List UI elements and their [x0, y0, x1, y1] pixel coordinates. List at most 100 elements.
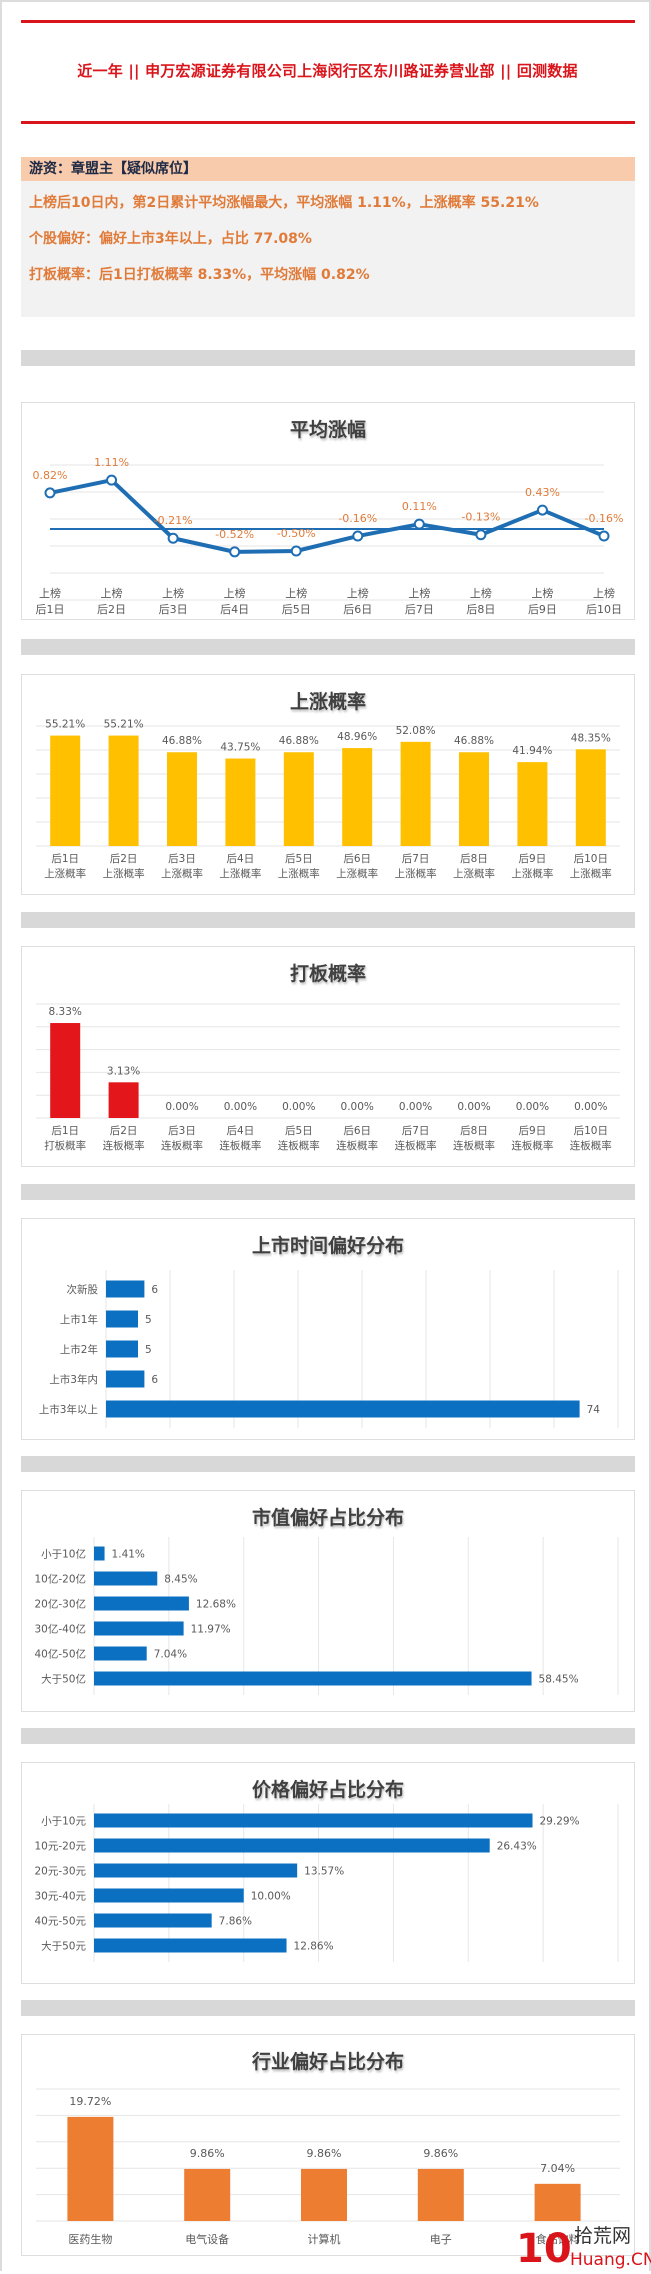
page-title: 近一年 || 申万宏源证券有限公司上海闵行区东川路证券营业部 || 回测数据 [77, 62, 578, 80]
bar [106, 1310, 138, 1328]
data-label: -0.50% [277, 527, 316, 540]
axis-label: 后6日 [343, 603, 372, 616]
axis-label: 后3日 [159, 603, 188, 616]
bar [301, 2168, 347, 2221]
axis-label: 次新股 [67, 1283, 99, 1296]
axis-label: 后7日 [402, 1125, 430, 1137]
data-label: 58.45% [539, 1674, 579, 1686]
axis-label: 30亿-40亿 [34, 1623, 86, 1636]
axis-label: 上市3年内 [49, 1373, 98, 1386]
bar [94, 1671, 532, 1686]
bar [108, 735, 139, 846]
axis-label: 上市2年 [60, 1343, 98, 1356]
data-label: 0.00% [282, 1101, 315, 1113]
axis-label: 20亿-30亿 [34, 1598, 86, 1611]
axis-label: 后3日 [168, 1125, 196, 1137]
data-label: -0.21% [154, 514, 193, 527]
chart-rise-probability: 上涨概率 55.21% 后1日 上涨概率 55.21% 后2日 上涨概率 46.88% 后3日… [21, 674, 635, 895]
data-label: 12.86% [294, 1941, 334, 1953]
axis-label: 上榜 [39, 586, 61, 600]
section-divider [21, 1184, 635, 1200]
bar [94, 1813, 533, 1828]
axis-label: 上涨概率 [44, 867, 86, 880]
axis-label: 上市1年 [60, 1313, 98, 1326]
axis-label: 大于50亿 [41, 1673, 86, 1686]
data-label: -0.16% [585, 512, 624, 525]
bar [94, 1546, 105, 1561]
data-point [598, 530, 610, 542]
data-label: 46.88% [279, 735, 319, 747]
axis-label: 后10日 [574, 853, 608, 865]
axis-label: 上涨概率 [570, 867, 612, 880]
data-label: 55.21% [45, 719, 85, 731]
axis-label: 食品饮料 [536, 2232, 580, 2246]
summary-line-best-day: 上榜后10日内，第2日累计平均涨幅最大，平均涨幅 1.11%，上涨概率 55.2… [29, 195, 539, 211]
data-label: 0.00% [165, 1101, 198, 1113]
data-label: 7.04% [540, 2162, 575, 2175]
bar [106, 1400, 580, 1418]
axis-label: 30元-40元 [34, 1891, 86, 1903]
section-divider [21, 912, 635, 928]
bar [50, 735, 81, 846]
chart-price-preference: 价格偏好占比分布 29.29% 小于10元 26.43% 10元-20元 13.57% 2… [21, 1762, 635, 1984]
data-point [352, 530, 364, 542]
data-label: 8.45% [164, 1574, 197, 1586]
chart-market-cap-preference: 市值偏好占比分布 1.41% 小于10亿 8.45% 10亿-20亿 12.68% 20亿… [21, 1490, 635, 1712]
section-divider [21, 639, 635, 655]
axis-label: 后2日 [97, 603, 126, 616]
axis-label: 后2日 [110, 1125, 138, 1137]
axis-label: 后8日 [460, 1125, 488, 1137]
data-label: 7.86% [219, 1916, 252, 1928]
chart-avg-gain: 平均涨幅 0.82% 上榜 后1日 1.11% 上榜 后2日 -0.21% 上榜 后3日 -0.5… [21, 402, 635, 620]
chart-title: 市值偏好占比分布 [251, 1507, 404, 1529]
watermark-en-text: Huang.CN [570, 2250, 651, 2270]
data-label: 0.00% [457, 1101, 490, 1113]
chart-limit-up-probability: 打板概率 8.33% 后1日 打板概率 3.13% 后2日 连板概率 0.00% 后3日 连板概… [21, 946, 635, 1167]
axis-label: 上榜 [101, 586, 123, 600]
axis-label: 上榜 [470, 586, 492, 600]
bar [575, 749, 606, 846]
axis-label: 上榜 [408, 586, 430, 600]
summary-panel: 游资：章盟主【疑似席位】 上榜后10日内，第2日累计平均涨幅最大，平均涨幅 1.… [21, 157, 635, 317]
axis-label: 计算机 [308, 2232, 341, 2246]
axis-label: 上榜 [162, 586, 184, 600]
bar-chart-plot: 19.72% 医药生物 9.86% 电气设备 9.86% 计算机 9.86% 电子 7.04% 食… [36, 2088, 620, 2246]
axis-label: 后1日 [51, 853, 79, 865]
axis-label: 上榜 [224, 586, 246, 600]
axis-label: 后9日 [519, 853, 547, 865]
axis-label: 后7日 [402, 853, 430, 865]
data-label: 0.00% [341, 1101, 374, 1113]
data-point [106, 474, 118, 486]
axis-label: 连板概率 [570, 1139, 612, 1152]
bar [50, 1023, 81, 1118]
data-label: 55.21% [104, 719, 144, 731]
axis-label: 大于50元 [41, 1940, 86, 1953]
axis-label: 后9日 [519, 1125, 547, 1137]
bar [94, 1621, 184, 1636]
axis-label: 后4日 [227, 1125, 255, 1137]
bar [106, 1280, 145, 1298]
axis-label: 后3日 [168, 853, 196, 865]
data-point [44, 487, 56, 499]
data-label: 48.96% [337, 731, 377, 743]
axis-label: 上涨概率 [103, 867, 145, 880]
data-label: 12.68% [196, 1599, 236, 1611]
axis-label: 连板概率 [395, 1139, 437, 1152]
axis-label: 后7日 [405, 603, 434, 616]
summary-line-stock-preference: 个股偏好：偏好上市3年以上，占比 77.08% [29, 231, 312, 247]
axis-label: 连板概率 [453, 1139, 495, 1152]
data-label: 7.04% [154, 1649, 187, 1661]
axis-label: 20元-30元 [34, 1866, 86, 1878]
hbar-chart-plot: 6 次新股 5 上市1年 5 上市2年 6 上市3年内 74 上市3年以上 [39, 1270, 619, 1428]
axis-label: 上涨概率 [161, 867, 203, 880]
bar [342, 748, 373, 846]
data-label: 48.35% [571, 732, 611, 744]
data-label: 52.08% [396, 725, 436, 737]
chart-title: 平均涨幅 [289, 419, 366, 441]
bar [534, 2183, 581, 2221]
data-label: -0.52% [215, 528, 254, 541]
data-point [290, 545, 302, 557]
bar [94, 1571, 158, 1586]
chart-title: 行业偏好占比分布 [251, 2051, 404, 2073]
